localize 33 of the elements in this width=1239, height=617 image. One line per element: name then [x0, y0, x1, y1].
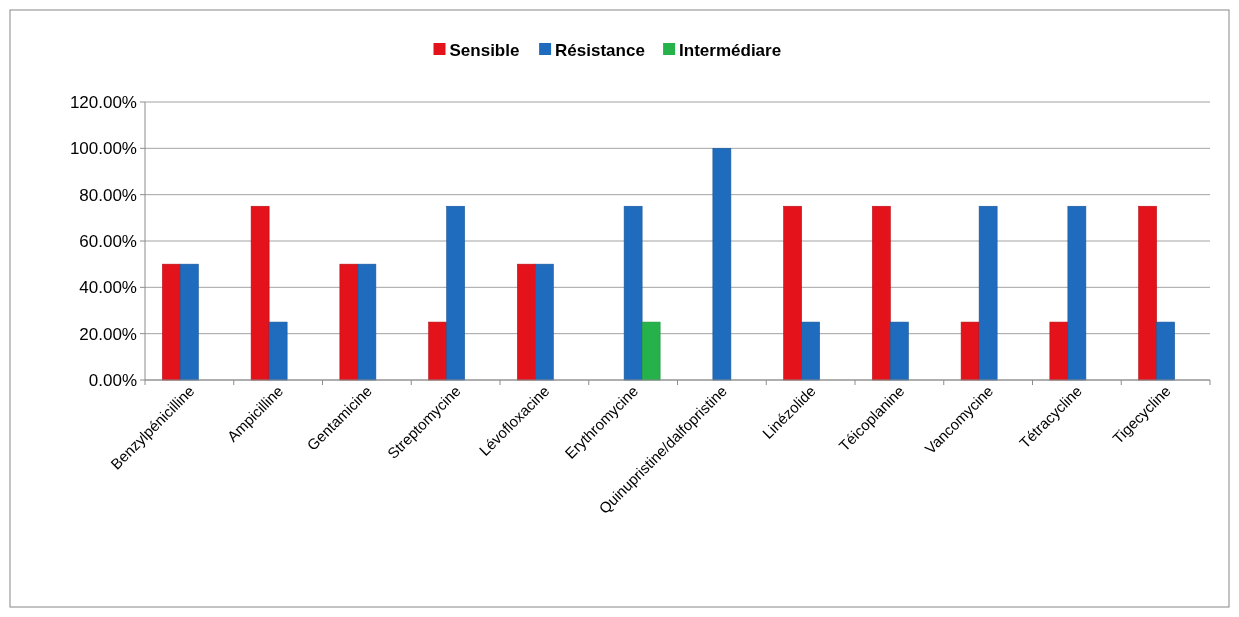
legend-label: Sensible — [449, 40, 520, 60]
bar — [1067, 205, 1087, 381]
bar — [1138, 205, 1157, 381]
bar — [180, 263, 199, 381]
bar — [357, 263, 377, 381]
legend-label: Résistance — [555, 40, 645, 60]
bar — [1156, 321, 1175, 381]
bar — [268, 321, 288, 381]
bar — [872, 205, 891, 381]
bar — [446, 205, 465, 381]
bar — [535, 263, 554, 381]
bar — [783, 205, 802, 381]
bar — [623, 205, 643, 381]
bar — [339, 263, 359, 381]
y-tick-label: 100.00% — [69, 139, 137, 159]
y-tick-label: 20.00% — [79, 324, 137, 344]
y-tick-label: 40.00% — [79, 278, 137, 298]
bar — [801, 321, 820, 381]
bar — [428, 321, 447, 381]
bar — [712, 148, 732, 381]
legend-label: Intermédiare — [679, 40, 782, 60]
y-tick-label: 80.00% — [79, 185, 137, 205]
y-tick-label: 120.00% — [69, 92, 137, 112]
bar — [1049, 321, 1069, 381]
bar — [517, 263, 536, 381]
bar — [960, 321, 980, 381]
bar — [890, 321, 909, 381]
bar — [162, 263, 181, 381]
bar — [978, 205, 998, 381]
y-tick-label: 60.00% — [79, 231, 137, 251]
bar — [641, 321, 661, 381]
y-tick-label: 0.00% — [88, 370, 137, 390]
bar — [250, 205, 270, 381]
